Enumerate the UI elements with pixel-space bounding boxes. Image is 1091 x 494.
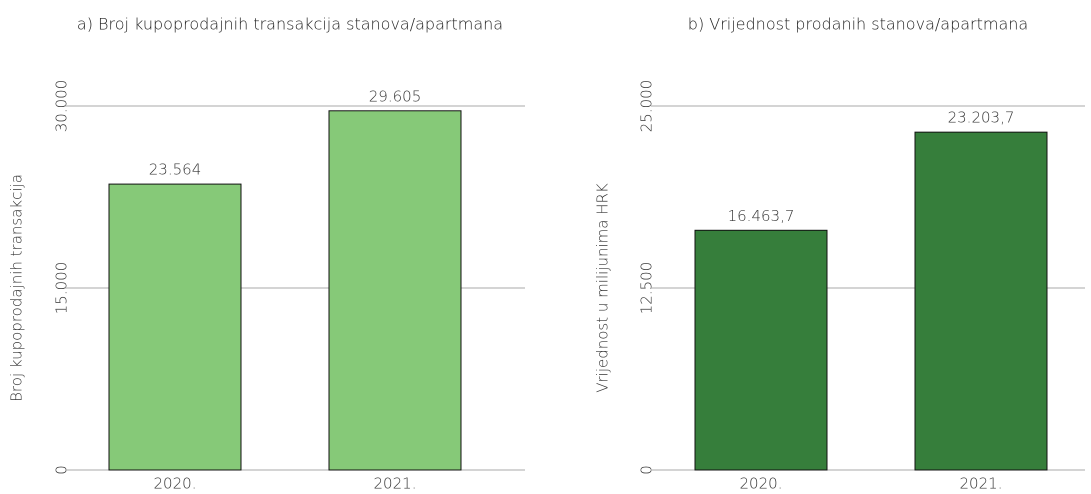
y-axis-label: Broj kupoprodajnih transakcija: [8, 174, 26, 402]
y-axis-label: Vrijednost u milijunima HRK: [594, 183, 612, 393]
y-tick-label: 30.000: [53, 80, 71, 133]
x-tick-label: 2020.: [740, 475, 783, 493]
x-tick-label: 2020.: [154, 475, 197, 493]
x-tick-label: 2021.: [960, 475, 1003, 493]
value-label: 16.463,7: [728, 207, 795, 225]
chart-title: b) Vrijednost prodanih stanova/apartmana: [688, 15, 1028, 34]
value-label: 23.203,7: [948, 109, 1015, 127]
value-label: 29.605: [369, 87, 422, 105]
chart-title: a) Broj kupoprodajnih transakcija stanov…: [77, 15, 503, 34]
bar: [694, 229, 828, 471]
bar: [328, 110, 462, 471]
y-tick-label: 15.000: [53, 262, 71, 315]
bar: [108, 183, 242, 471]
y-tick-label: 12.500: [638, 262, 656, 315]
x-tick-label: 2021.: [374, 475, 417, 493]
bar: [914, 131, 1048, 471]
value-label: 23.564: [149, 161, 202, 179]
y-tick-label: 0: [638, 465, 656, 475]
y-tick-label: 25.000: [638, 80, 656, 133]
y-tick-label: 0: [53, 465, 71, 475]
